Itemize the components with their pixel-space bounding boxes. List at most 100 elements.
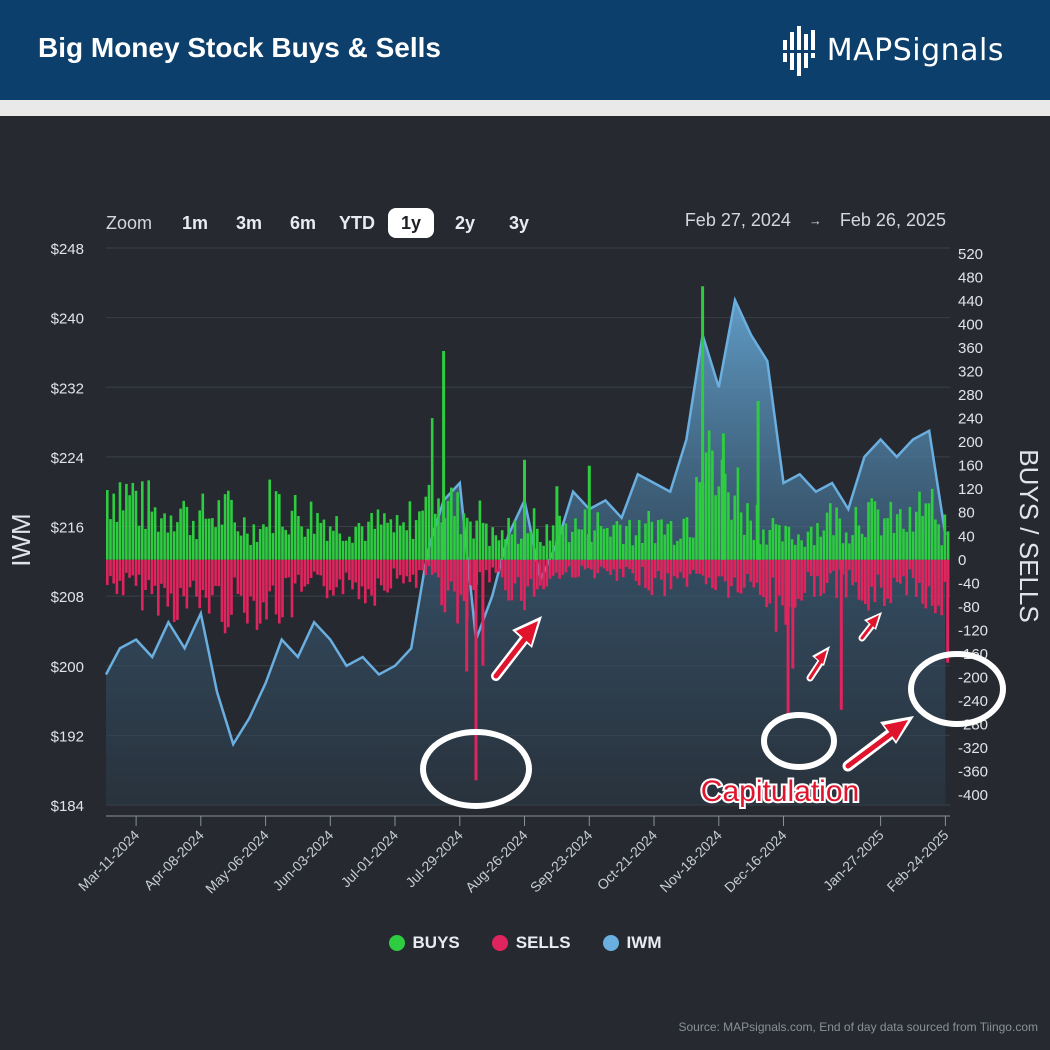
buy-bar bbox=[717, 486, 721, 560]
sell-bar bbox=[160, 559, 163, 584]
buy-bar bbox=[408, 501, 412, 560]
buy-bar bbox=[676, 540, 679, 560]
buy-bar bbox=[450, 487, 453, 560]
buy-bar bbox=[335, 516, 338, 560]
buy-bar bbox=[115, 521, 119, 560]
x-tick-label: Oct-21-2024 bbox=[594, 827, 660, 893]
buy-bar bbox=[386, 522, 389, 560]
range-to[interactable]: Feb 26, 2025 bbox=[839, 210, 946, 230]
buy-bar bbox=[166, 532, 170, 560]
buy-bar bbox=[793, 544, 797, 560]
x-tick-label: Mar-11-2024 bbox=[75, 827, 142, 894]
x-tick-label: Dec-16-2024 bbox=[721, 827, 790, 896]
sell-bar bbox=[682, 559, 686, 579]
buy-bar bbox=[293, 495, 297, 560]
sell-bar bbox=[271, 559, 275, 586]
sell-bar bbox=[809, 559, 813, 576]
buy-bar bbox=[131, 482, 135, 560]
buy-bar bbox=[303, 536, 307, 560]
sell-bar bbox=[523, 559, 526, 611]
buy-bar bbox=[465, 517, 469, 560]
sell-bar bbox=[520, 559, 523, 601]
zoom-3m-button[interactable]: 3m bbox=[236, 212, 263, 233]
x-tick-label: Jan-27-2025 bbox=[820, 827, 887, 894]
buy-bar bbox=[364, 540, 367, 560]
sell-bar bbox=[902, 559, 905, 577]
buy-bar bbox=[121, 510, 125, 560]
sell-bar bbox=[370, 559, 373, 596]
buy-bar bbox=[201, 493, 205, 560]
range-from[interactable]: Feb 27, 2024 bbox=[684, 210, 791, 230]
sell-bar bbox=[450, 559, 453, 582]
buy-spike-bar bbox=[587, 465, 591, 560]
buy-bar bbox=[243, 517, 246, 560]
buy-bar bbox=[567, 542, 571, 560]
buy-bar bbox=[239, 535, 243, 560]
buy-bar bbox=[217, 500, 221, 560]
sell-bar bbox=[262, 559, 265, 603]
sell-bar bbox=[488, 559, 491, 583]
buy-bar bbox=[819, 536, 822, 560]
buy-spike-bar bbox=[756, 401, 760, 560]
zoom-6m-button[interactable]: 6m bbox=[290, 212, 317, 233]
sell-bar bbox=[864, 559, 867, 605]
buy-bar bbox=[946, 531, 950, 560]
zoom-2y-button[interactable]: 2y bbox=[455, 212, 476, 233]
sell-bar bbox=[392, 559, 396, 569]
sell-bar bbox=[908, 559, 912, 570]
zoom-ytd-button[interactable]: YTD bbox=[339, 212, 376, 233]
sell-bar bbox=[462, 559, 466, 601]
sell-bar bbox=[309, 559, 313, 578]
buy-bar bbox=[800, 540, 803, 560]
sell-bar bbox=[784, 559, 787, 625]
buy-bar bbox=[915, 511, 918, 560]
buy-bar bbox=[472, 538, 475, 560]
sell-bar bbox=[819, 559, 822, 596]
buy-bar bbox=[427, 484, 431, 560]
buy-bar bbox=[902, 528, 905, 560]
legend-item-sells[interactable]: SELLS bbox=[491, 933, 571, 953]
sell-bar bbox=[258, 559, 262, 624]
buy-bar bbox=[889, 501, 893, 560]
buy-bar bbox=[625, 526, 628, 560]
sell-bar bbox=[529, 559, 533, 579]
header-bar: Big Money Stock Buys & Sells MAPSignals bbox=[0, 0, 1050, 100]
buy-bar bbox=[504, 539, 507, 560]
sell-bar bbox=[163, 559, 166, 588]
sell-bar bbox=[157, 559, 160, 616]
sell-bar bbox=[676, 559, 679, 579]
sell-bar bbox=[622, 559, 625, 578]
buy-bar bbox=[188, 535, 192, 560]
buy-bar bbox=[870, 498, 873, 560]
legend-item-buys[interactable]: BUYS bbox=[388, 933, 460, 953]
sell-bar bbox=[692, 559, 695, 570]
buy-bar bbox=[475, 520, 478, 560]
sell-bar bbox=[596, 559, 600, 574]
sell-bar bbox=[915, 559, 918, 597]
sell-bar bbox=[395, 559, 399, 579]
legend-item-iwm[interactable]: IWM bbox=[602, 933, 661, 953]
zoom-1m-button[interactable]: 1m bbox=[182, 212, 209, 233]
sell-bar bbox=[599, 559, 603, 567]
zoom-3y-button[interactable]: 3y bbox=[509, 212, 530, 233]
sell-bar bbox=[236, 559, 240, 594]
sell-bar bbox=[637, 559, 641, 586]
sell-bar bbox=[844, 559, 848, 598]
sell-bar bbox=[341, 559, 345, 595]
sell-spike-bar bbox=[481, 559, 485, 666]
sell-bar bbox=[727, 559, 730, 598]
sell-bar bbox=[121, 559, 125, 596]
right-tick-label: -400 bbox=[958, 787, 988, 804]
sell-bar bbox=[771, 559, 775, 578]
sell-bar bbox=[297, 559, 300, 575]
sell-bar bbox=[389, 559, 393, 589]
buy-bar bbox=[851, 535, 854, 560]
sell-bar bbox=[860, 559, 864, 601]
buy-bar bbox=[733, 495, 736, 560]
zoom-1y-button[interactable]: 1y bbox=[388, 208, 435, 238]
sell-bar bbox=[653, 559, 657, 578]
buy-bar bbox=[344, 540, 348, 560]
sell-bar bbox=[711, 559, 714, 589]
buy-bar bbox=[402, 522, 405, 560]
sell-bar bbox=[714, 559, 717, 591]
